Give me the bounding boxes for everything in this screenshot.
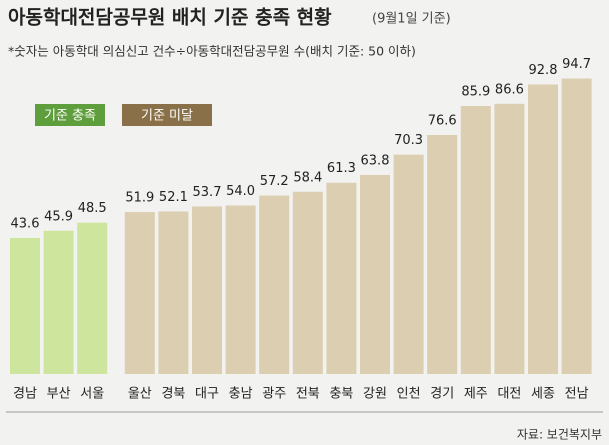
value-label: 58.4 <box>293 170 322 185</box>
legend-swatch <box>122 104 212 126</box>
value-label: 48.5 <box>78 201 107 216</box>
legend-swatch <box>35 104 105 126</box>
x-tick-label: 제주 <box>464 387 488 402</box>
bar <box>77 222 108 374</box>
x-tick-label: 서울 <box>80 387 104 402</box>
x-tick-label: 경남 <box>13 387 37 402</box>
value-label: 85.9 <box>461 84 490 99</box>
chart-title: 아동학대전담공무원 배치 기준 충족 현황 <box>8 6 332 29</box>
value-label: 76.6 <box>428 114 457 129</box>
bar <box>528 84 558 375</box>
bar <box>292 191 323 374</box>
x-tick-label: 인천 <box>397 387 421 402</box>
bar <box>561 78 592 374</box>
source: 자료: 보건복지부 <box>517 428 602 442</box>
value-label: 54.0 <box>226 184 255 199</box>
value-label: 92.8 <box>529 63 558 78</box>
x-tick-label: 부산 <box>47 387 71 402</box>
value-label: 94.7 <box>562 57 591 72</box>
value-label: 63.8 <box>361 153 390 168</box>
value-label: 53.7 <box>193 185 222 200</box>
bar <box>158 211 189 374</box>
bar <box>124 212 155 374</box>
legend-label: 기준 미달 <box>141 109 193 124</box>
x-tick-label: 충남 <box>229 387 253 402</box>
value-label: 43.6 <box>11 216 40 231</box>
bar <box>43 230 74 374</box>
x-tick-label: 경기 <box>430 387 454 402</box>
bar <box>225 205 256 374</box>
x-tick-label: 전남 <box>565 387 589 402</box>
value-label: 51.9 <box>125 191 154 206</box>
bar <box>259 195 290 374</box>
bar <box>192 206 222 374</box>
value-label: 86.6 <box>495 82 524 97</box>
bar <box>494 103 525 375</box>
x-tick-label: 강원 <box>363 387 387 402</box>
bar <box>393 154 424 374</box>
x-tick-label: 세종 <box>531 387 555 402</box>
legend-label: 기준 충족 <box>44 109 96 124</box>
x-tick-label: 대전 <box>497 387 521 402</box>
bar <box>10 237 40 374</box>
value-label: 57.2 <box>260 174 289 189</box>
value-label: 52.1 <box>159 190 188 205</box>
bar <box>326 182 357 374</box>
bar <box>460 105 491 374</box>
x-tick-label: 대구 <box>195 387 219 402</box>
x-tick-label: 울산 <box>128 387 152 402</box>
value-label: 61.3 <box>327 161 356 176</box>
title-note: (9월1일 기준) <box>372 12 451 27</box>
value-label: 70.3 <box>394 133 423 148</box>
subtitle: *숫자는 아동학대 의심신고 건수÷아동학대전담공무원 수(배치 기준: 50 … <box>8 44 416 59</box>
x-tick-label: 경북 <box>161 387 185 402</box>
bar <box>427 135 458 374</box>
value-label: 45.9 <box>44 209 73 224</box>
x-tick-label: 광주 <box>262 387 286 402</box>
x-tick-label: 충북 <box>329 387 353 402</box>
x-tick-label: 전북 <box>296 387 320 402</box>
bar <box>360 174 390 374</box>
